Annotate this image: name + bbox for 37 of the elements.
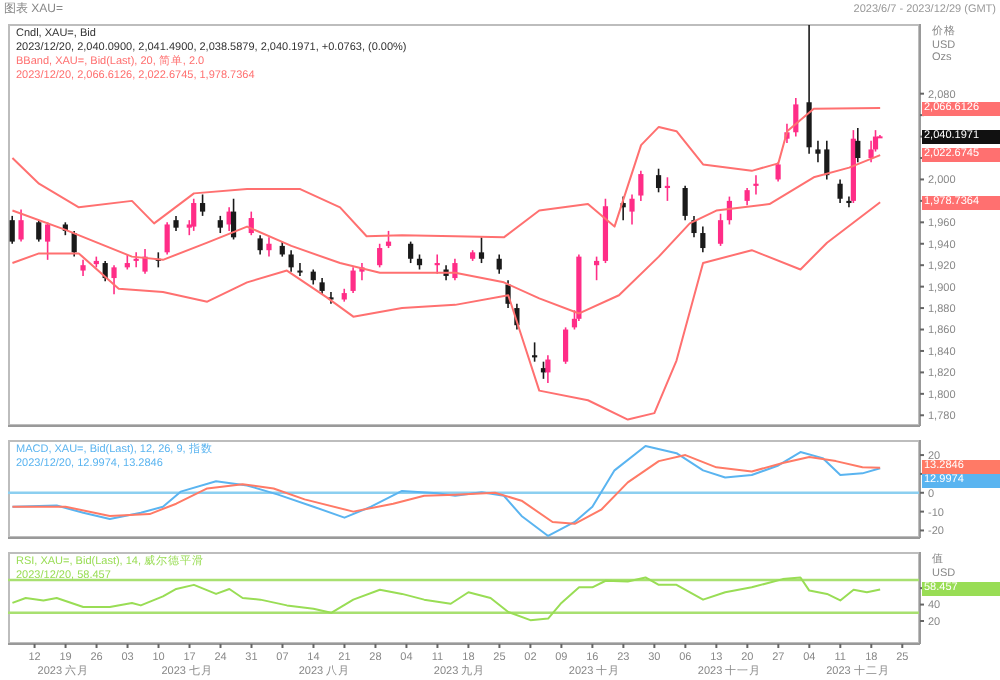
candlestick	[377, 242, 383, 269]
candlestick	[563, 326, 569, 365]
candlestick	[846, 195, 852, 209]
line-series	[11, 154, 882, 315]
candlestick	[682, 185, 688, 221]
candlestick	[266, 236, 272, 258]
candlestick	[191, 197, 197, 232]
candlestick	[297, 262, 303, 277]
candlestick	[753, 174, 759, 196]
candlestick	[664, 176, 671, 202]
candlestick	[717, 212, 724, 247]
candlestick	[775, 161, 781, 183]
candlestick	[199, 193, 206, 217]
candlestick	[638, 170, 644, 202]
candlestick	[837, 178, 843, 204]
candlestick	[593, 255, 600, 282]
line-series	[11, 454, 882, 525]
candlestick	[806, 24, 812, 155]
candlestick	[532, 341, 538, 363]
candlestick	[434, 253, 440, 275]
candlestick	[111, 264, 117, 295]
candlestick	[629, 193, 635, 226]
candlestick	[855, 127, 861, 164]
candlestick	[655, 167, 662, 194]
candlestick	[36, 219, 42, 243]
line-series	[11, 201, 882, 421]
candlestick	[700, 225, 706, 254]
candlestick	[408, 240, 414, 264]
candlestick	[545, 354, 551, 384]
candlestick	[478, 236, 485, 264]
candlestick	[9, 215, 15, 245]
candlestick	[288, 249, 294, 273]
candlestick	[45, 221, 51, 261]
candlestick	[257, 234, 263, 256]
candlestick	[164, 221, 170, 256]
candlestick	[18, 208, 24, 243]
line-series	[11, 576, 882, 622]
